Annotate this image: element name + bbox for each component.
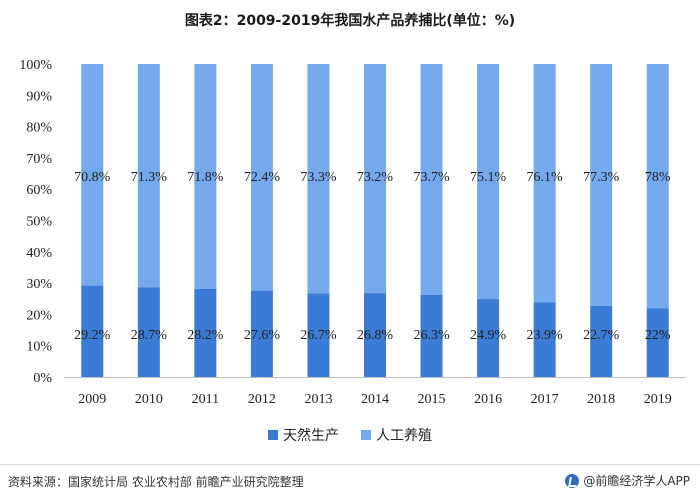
stacked-bar-chart: 0% 10% 20% 30% 40% 50% 60% 70% 80% 90% 100% 29.2% 70… [19,58,686,407]
bar-natural [81,285,104,377]
bar-farmed [646,64,669,309]
data-label-natural: 27.6% [244,328,281,343]
x-tick-label: 2017 [531,392,559,407]
brand-logo-icon [565,473,580,488]
y-tick-label: 80% [26,121,52,136]
data-label-farmed: 71.3% [131,170,168,185]
brand-label: @前瞻经济学人APP [583,474,690,488]
data-label-natural: 29.2% [74,328,111,343]
y-tick-label: 20% [26,308,52,323]
bar-natural [646,308,669,377]
chart-legend: 天然生产 人工养殖 [0,424,700,446]
bar-farmed [364,64,386,294]
data-label-farmed: 73.3% [300,170,337,185]
data-label-farmed: 73.7% [413,170,450,185]
bar-natural [250,290,273,377]
bar-farmed [81,64,104,286]
data-label-farmed: 77.3% [583,170,620,185]
y-tick-label: 10% [26,340,52,355]
bar-natural [533,302,556,377]
bar-natural [194,288,217,377]
bar-farmed [137,64,160,288]
y-tick-label: 60% [26,183,52,198]
x-tick-label: 2014 [361,392,389,407]
data-label-natural: 22% [645,328,671,343]
y-tick-label: 90% [26,89,52,104]
data-label-farmed: 71.8% [187,170,224,185]
bar-natural [364,293,386,377]
bar-natural [307,293,330,377]
data-label-natural: 24.9% [470,328,507,343]
x-tick-label: 2018 [587,392,615,407]
data-label-farmed: 75.1% [470,170,507,185]
x-tick-label: 2016 [474,392,502,407]
bar-farmed [533,64,556,303]
data-label-farmed: 76.1% [527,170,564,185]
chart-title: 图表2：2009-2019年我国水产品养捕比(单位：%) [184,13,516,29]
legend-swatch-natural [268,430,278,440]
legend-label-natural: 天然生产 [283,428,339,444]
footer-divider [0,464,700,465]
legend-swatch-farmed [361,430,371,440]
bar-farmed [477,64,500,300]
data-label-natural: 26.3% [413,328,450,343]
bar-farmed [420,64,443,295]
y-tick-label: 30% [26,277,52,292]
x-tick-label: 2015 [418,392,446,407]
x-tick-label: 2009 [78,392,106,407]
x-tick-label: 2019 [644,392,672,407]
data-label-natural: 26.7% [300,328,337,343]
x-tick-label: 2012 [248,392,276,407]
brand-credit: @前瞻经济学人APP [565,472,690,489]
data-label-natural: 22.7% [583,328,620,343]
data-label-natural: 23.9% [527,328,564,343]
data-label-farmed: 70.8% [74,170,111,185]
data-label-farmed: 72.4% [244,170,281,185]
legend-item-farmed: 人工养殖 [361,425,432,445]
bar-natural [590,305,613,377]
bar-farmed [194,64,217,289]
y-tick-label: 40% [26,246,52,261]
x-tick-label: 2011 [192,392,219,407]
legend-label-farmed: 人工养殖 [376,428,432,444]
bar-farmed [250,64,273,291]
x-tick-label: 2013 [304,392,332,407]
y-tick-label: 70% [26,152,52,167]
bar-farmed [590,64,613,306]
x-tick-label: 2010 [135,392,163,407]
data-label-natural: 28.2% [187,328,224,343]
data-label-farmed: 78% [645,170,671,185]
y-tick-label: 100% [19,58,52,73]
y-tick-label: 0% [33,371,52,386]
data-label-natural: 26.8% [357,328,394,343]
bar-natural [477,299,500,377]
data-label-natural: 28.7% [131,328,168,343]
y-tick-label: 50% [26,215,52,230]
bar-farmed [307,64,330,294]
bar-natural [137,287,160,377]
source-note: 资料来源：国家统计局 农业农村部 前瞻产业研究院整理 [8,475,304,489]
data-label-farmed: 73.2% [357,170,394,185]
legend-item-natural: 天然生产 [268,425,339,445]
bar-natural [420,294,443,377]
